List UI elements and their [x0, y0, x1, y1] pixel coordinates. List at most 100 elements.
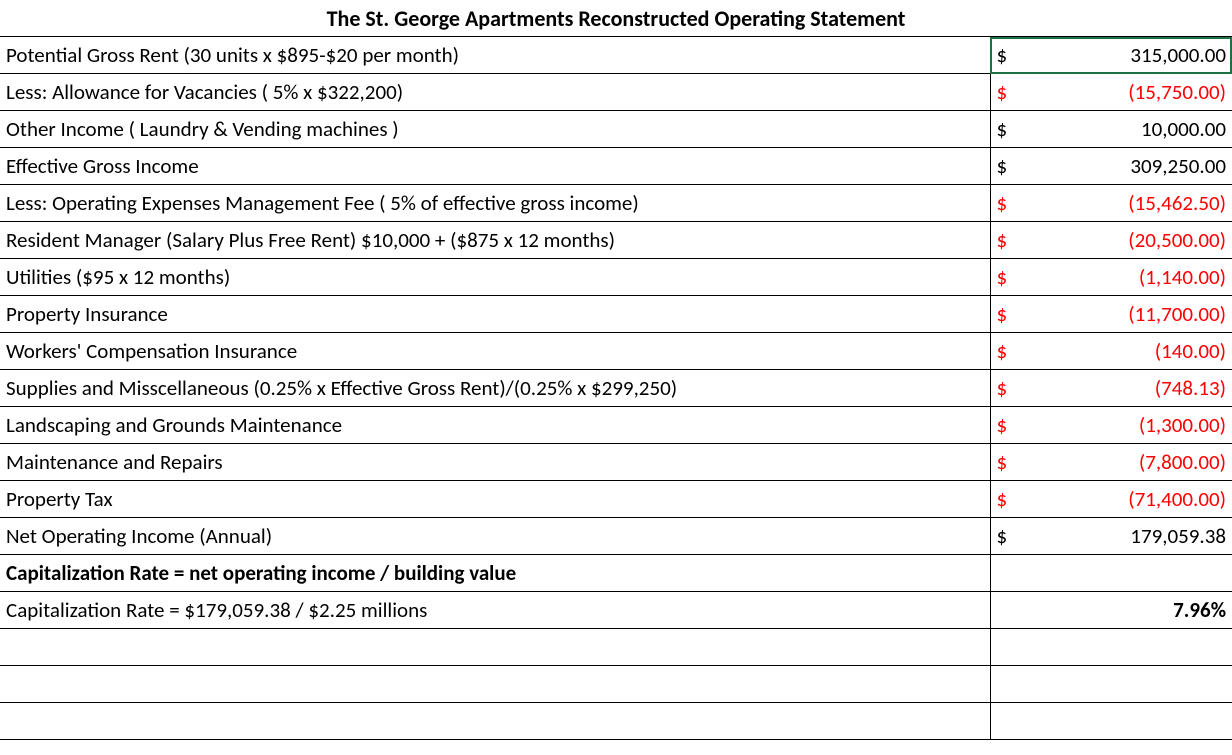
operating-statement-table: The St. George Apartments Reconstructed … — [0, 0, 1232, 740]
currency-symbol: $ — [997, 486, 1008, 512]
row-label[interactable]: Capitalization Rate = $179,059.38 / $2.2… — [0, 592, 990, 629]
row-label[interactable]: Other Income ( Laundry & Vending machine… — [0, 111, 990, 148]
amount: $ (11,700.00) — [997, 301, 1227, 327]
row-label[interactable]: Utilities ($95 x 12 months) — [0, 259, 990, 296]
row-label[interactable]: Workers' Compensation Insurance — [0, 333, 990, 370]
row-label[interactable]: Property Tax — [0, 481, 990, 518]
table-title: The St. George Apartments Reconstructed … — [0, 0, 1232, 37]
amount: $ (71,400.00) — [997, 486, 1227, 512]
currency-symbol: $ — [997, 153, 1008, 179]
amount-value: (15,462.50) — [1128, 190, 1226, 216]
amount: $ (1,300.00) — [997, 412, 1227, 438]
amount-value: 10,000.00 — [1141, 116, 1226, 142]
row-label[interactable]: Supplies and Misscellaneous (0.25% x Eff… — [0, 370, 990, 407]
row-value[interactable] — [990, 555, 1232, 592]
table-row: Capitalization Rate = net operating inco… — [0, 555, 1232, 592]
table-row: Property Insurance $ (11,700.00) — [0, 296, 1232, 333]
amount: $179,059.38 — [997, 523, 1227, 549]
table-row: Other Income ( Laundry & Vending machine… — [0, 111, 1232, 148]
table-row: Less: Operating Expenses Management Fee … — [0, 185, 1232, 222]
amount: $ (15,750.00) — [997, 79, 1227, 105]
row-value[interactable] — [990, 629, 1232, 666]
amount-value: (11,700.00) — [1128, 301, 1226, 327]
currency-symbol: $ — [997, 190, 1008, 216]
row-label[interactable]: Effective Gross Income — [0, 148, 990, 185]
amount-value: 315,000.00 — [1130, 42, 1226, 68]
table-row: Utilities ($95 x 12 months) $ (1,140.00) — [0, 259, 1232, 296]
row-label[interactable]: Capitalization Rate = net operating inco… — [0, 555, 990, 592]
row-value[interactable]: $ (20,500.00) — [990, 222, 1232, 259]
currency-symbol: $ — [997, 116, 1008, 142]
amount: $315,000.00 — [997, 42, 1227, 68]
row-value[interactable]: $315,000.00 — [990, 37, 1232, 74]
row-value[interactable]: $ (11,700.00) — [990, 296, 1232, 333]
row-value[interactable]: $ (1,140.00) — [990, 259, 1232, 296]
amount: $ (1,140.00) — [997, 264, 1227, 290]
amount-value: (140.00) — [1155, 338, 1226, 364]
amount: $ (7,800.00) — [997, 449, 1227, 475]
row-label[interactable] — [0, 629, 990, 666]
currency-symbol: $ — [997, 338, 1008, 364]
amount: $309,250.00 — [997, 153, 1227, 179]
row-value[interactable]: $ (71,400.00) — [990, 481, 1232, 518]
currency-symbol: $ — [997, 227, 1008, 253]
row-value[interactable]: $ (15,462.50) — [990, 185, 1232, 222]
table-row: Effective Gross Income $309,250.00 — [0, 148, 1232, 185]
currency-symbol: $ — [997, 264, 1008, 290]
row-label[interactable]: Potential Gross Rent (30 units x $895-$2… — [0, 37, 990, 74]
table-row: Workers' Compensation Insurance $ (140.00) — [0, 333, 1232, 370]
row-value[interactable]: $ (7,800.00) — [990, 444, 1232, 481]
row-label[interactable] — [0, 703, 990, 740]
amount-value: (748.13) — [1155, 375, 1226, 401]
row-label[interactable]: Net Operating Income (Annual) — [0, 518, 990, 555]
table-row: Maintenance and Repairs $ (7,800.00) — [0, 444, 1232, 481]
row-label[interactable]: Less: Operating Expenses Management Fee … — [0, 185, 990, 222]
table-row: Property Tax $ (71,400.00) — [0, 481, 1232, 518]
row-value[interactable]: $ (748.13) — [990, 370, 1232, 407]
currency-symbol: $ — [997, 523, 1008, 549]
currency-symbol: $ — [997, 42, 1008, 68]
row-value[interactable] — [990, 666, 1232, 703]
currency-symbol: $ — [997, 301, 1008, 327]
amount-value: (1,140.00) — [1139, 264, 1226, 290]
amount-value: (71,400.00) — [1128, 486, 1226, 512]
row-label[interactable] — [0, 666, 990, 703]
table-row: Capitalization Rate = $179,059.38 / $2.2… — [0, 592, 1232, 629]
row-value[interactable]: $10,000.00 — [990, 111, 1232, 148]
row-value[interactable]: 7.96% — [990, 592, 1232, 629]
amount-value: (7,800.00) — [1139, 449, 1226, 475]
currency-symbol: $ — [997, 412, 1008, 438]
row-value[interactable]: $ (15,750.00) — [990, 74, 1232, 111]
table-row — [0, 666, 1232, 703]
row-value[interactable]: $ (1,300.00) — [990, 407, 1232, 444]
row-label[interactable]: Maintenance and Repairs — [0, 444, 990, 481]
row-value[interactable]: $ (140.00) — [990, 333, 1232, 370]
currency-symbol: $ — [997, 79, 1008, 105]
table-row: Resident Manager (Salary Plus Free Rent)… — [0, 222, 1232, 259]
amount-value: (20,500.00) — [1128, 227, 1226, 253]
row-value[interactable] — [990, 703, 1232, 740]
amount: $ (20,500.00) — [997, 227, 1227, 253]
spreadsheet: The St. George Apartments Reconstructed … — [0, 0, 1232, 740]
amount-value: (1,300.00) — [1139, 412, 1226, 438]
title-row: The St. George Apartments Reconstructed … — [0, 0, 1232, 37]
row-label[interactable]: Resident Manager (Salary Plus Free Rent)… — [0, 222, 990, 259]
amount: $10,000.00 — [997, 116, 1227, 142]
amount-value: (15,750.00) — [1128, 79, 1226, 105]
row-value[interactable]: $309,250.00 — [990, 148, 1232, 185]
amount: $ (748.13) — [997, 375, 1227, 401]
row-value[interactable]: $179,059.38 — [990, 518, 1232, 555]
amount-value: 179,059.38 — [1130, 523, 1226, 549]
currency-symbol: $ — [997, 449, 1008, 475]
row-label[interactable]: Property Insurance — [0, 296, 990, 333]
row-label[interactable]: Less: Allowance for Vacancies ( 5% x $32… — [0, 74, 990, 111]
table-row: Less: Allowance for Vacancies ( 5% x $32… — [0, 74, 1232, 111]
table-row: Landscaping and Grounds Maintenance $ (1,3… — [0, 407, 1232, 444]
currency-symbol: $ — [997, 375, 1008, 401]
table-row: Supplies and Misscellaneous (0.25% x Eff… — [0, 370, 1232, 407]
table-row: Net Operating Income (Annual) $179,059.38 — [0, 518, 1232, 555]
value-text: 7.96% — [1173, 597, 1226, 623]
row-label[interactable]: Landscaping and Grounds Maintenance — [0, 407, 990, 444]
amount: $ (140.00) — [997, 338, 1227, 364]
table-row — [0, 703, 1232, 740]
